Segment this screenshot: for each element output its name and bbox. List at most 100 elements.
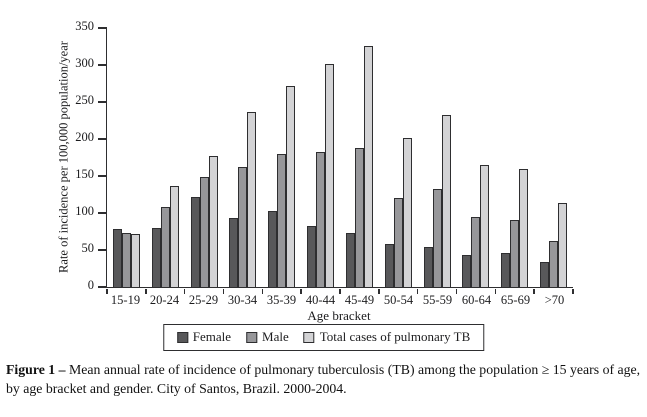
x-label-45-49: 45-49 bbox=[344, 293, 375, 307]
y-tick-label-300: 300 bbox=[75, 56, 94, 70]
y-tick-100 bbox=[98, 212, 107, 214]
x-label-25-29: 25-29 bbox=[188, 293, 219, 307]
x-tick-10 bbox=[494, 288, 497, 294]
y-tick-label-0: 0 bbox=[87, 278, 94, 292]
plot-area: 0 50 100 150 200 250 300 350 bbox=[75, 19, 574, 294]
y-tick-label-200: 200 bbox=[75, 130, 94, 144]
figure-caption-label: Figure 1 – bbox=[6, 362, 66, 377]
bar-male-25-29 bbox=[199, 177, 209, 287]
legend-label-female: Female bbox=[192, 329, 232, 344]
bar-group-gt70 bbox=[534, 203, 573, 287]
y-axis-title: Rate of incidence per 100,000 population… bbox=[56, 41, 71, 273]
bar-female-35-39 bbox=[268, 211, 278, 287]
x-label-gt70: >70 bbox=[544, 293, 565, 307]
figure-caption-text: Mean annual rate of incidence of pulmona… bbox=[6, 362, 641, 397]
x-label-35-39: 35-39 bbox=[266, 293, 297, 307]
bar-group-40-44 bbox=[301, 64, 340, 287]
bar-total-cases-of-pulmonary-tb-35-39 bbox=[286, 86, 296, 287]
bar-group-65-69 bbox=[495, 169, 534, 287]
bar-group-55-59 bbox=[418, 115, 457, 287]
bar-male-35-39 bbox=[277, 154, 287, 287]
bar-group-50-54 bbox=[379, 138, 418, 287]
bar-male-55-59 bbox=[432, 189, 442, 287]
legend-swatch-total-cases-of-pulmonary-tb bbox=[303, 331, 315, 343]
bar-total-cases-of-pulmonary-tb-20-24 bbox=[169, 186, 179, 287]
legend-label-male: Male bbox=[262, 329, 289, 344]
x-tick-6 bbox=[339, 288, 341, 294]
x-axis-labels: 15-19 20-24 25-29 30-34 35-39 40-44 45-49 50-54… bbox=[106, 293, 574, 308]
bar-total-cases-of-pulmonary-tb-45-49 bbox=[363, 46, 373, 287]
y-tick-350 bbox=[98, 27, 107, 29]
bar-group-15-19 bbox=[107, 229, 146, 287]
x-axis-title: Age bracket bbox=[307, 308, 371, 323]
x-label-40-44: 40-44 bbox=[305, 293, 336, 307]
bar-male-15-19 bbox=[121, 233, 131, 287]
bar-female-40-44 bbox=[307, 226, 317, 287]
y-tick-label-150: 150 bbox=[75, 167, 94, 181]
y-tick-300 bbox=[98, 64, 107, 66]
bar-female-50-54 bbox=[384, 244, 394, 287]
x-label-60-64: 60-64 bbox=[461, 293, 492, 307]
bar-total-cases-of-pulmonary-tb-65-69 bbox=[519, 169, 529, 287]
bar-total-cases-of-pulmonary-tb-60-64 bbox=[480, 165, 490, 287]
x-label-55-59: 55-59 bbox=[422, 293, 453, 307]
bar-total-cases-of-pulmonary-tb-gt70 bbox=[558, 203, 568, 287]
legend-swatch-female bbox=[176, 331, 188, 343]
bar-female-25-29 bbox=[190, 197, 200, 287]
bar-female-65-69 bbox=[501, 253, 511, 287]
y-tick-label-250: 250 bbox=[75, 93, 94, 107]
legend-item-male: Male bbox=[246, 329, 289, 345]
y-tick-50 bbox=[98, 249, 107, 251]
y-tick-150 bbox=[98, 175, 107, 177]
bar-female-20-24 bbox=[151, 228, 161, 287]
bar-total-cases-of-pulmonary-tb-40-44 bbox=[325, 64, 335, 287]
bar-female-45-49 bbox=[345, 233, 355, 287]
y-tick-250 bbox=[98, 101, 107, 103]
x-tick-1 bbox=[145, 288, 147, 294]
bar-male-30-34 bbox=[238, 167, 248, 287]
y-tick-0 bbox=[98, 286, 107, 288]
legend: Female Male Total cases of pulmonary TB bbox=[162, 324, 485, 351]
bar-group-20-24 bbox=[146, 186, 185, 287]
bar-female-gt70 bbox=[540, 262, 550, 287]
bar-female-30-34 bbox=[229, 218, 239, 287]
y-tick-200 bbox=[98, 138, 107, 140]
y-tick-label-100: 100 bbox=[75, 204, 94, 218]
bar-male-gt70 bbox=[549, 241, 559, 287]
bar-group-25-29 bbox=[185, 156, 224, 287]
bar-male-50-54 bbox=[393, 198, 403, 287]
bar-female-55-59 bbox=[423, 247, 433, 287]
bar-group-45-49 bbox=[340, 46, 379, 287]
bar-total-cases-of-pulmonary-tb-15-19 bbox=[130, 234, 140, 287]
x-tick-0 bbox=[106, 288, 108, 294]
y-tick-label-50: 50 bbox=[81, 241, 95, 255]
bar-female-15-19 bbox=[112, 229, 122, 287]
x-label-20-24: 20-24 bbox=[149, 293, 180, 307]
x-tick-12 bbox=[572, 288, 574, 294]
x-label-65-69: 65-69 bbox=[500, 293, 531, 307]
x-label-50-54: 50-54 bbox=[383, 293, 414, 307]
bar-female-60-64 bbox=[462, 255, 472, 287]
legend-swatch-male bbox=[246, 331, 258, 343]
y-tick-label-350: 350 bbox=[75, 19, 94, 33]
bar-total-cases-of-pulmonary-tb-30-34 bbox=[247, 112, 257, 287]
x-tick-2 bbox=[183, 288, 186, 294]
bar-male-20-24 bbox=[160, 207, 170, 287]
bar-total-cases-of-pulmonary-tb-25-29 bbox=[208, 156, 218, 287]
bar-group-60-64 bbox=[456, 165, 495, 287]
bar-male-65-69 bbox=[510, 220, 520, 287]
legend-label-total-cases-of-pulmonary-tb: Total cases of pulmonary TB bbox=[319, 329, 471, 344]
x-tick-5 bbox=[300, 288, 302, 294]
legend-item-female: Female bbox=[176, 329, 232, 345]
x-tick-7 bbox=[378, 288, 380, 294]
bar-male-45-49 bbox=[354, 148, 364, 287]
legend-item-total-cases-of-pulmonary-tb: Total cases of pulmonary TB bbox=[303, 329, 471, 345]
bar-male-40-44 bbox=[316, 152, 326, 287]
bar-male-60-64 bbox=[471, 217, 481, 287]
x-label-15-19: 15-19 bbox=[110, 293, 141, 307]
bar-total-cases-of-pulmonary-tb-55-59 bbox=[441, 115, 451, 287]
bar-group-30-34 bbox=[223, 112, 262, 287]
x-tick-9 bbox=[455, 288, 458, 294]
x-tick-11 bbox=[533, 288, 535, 294]
